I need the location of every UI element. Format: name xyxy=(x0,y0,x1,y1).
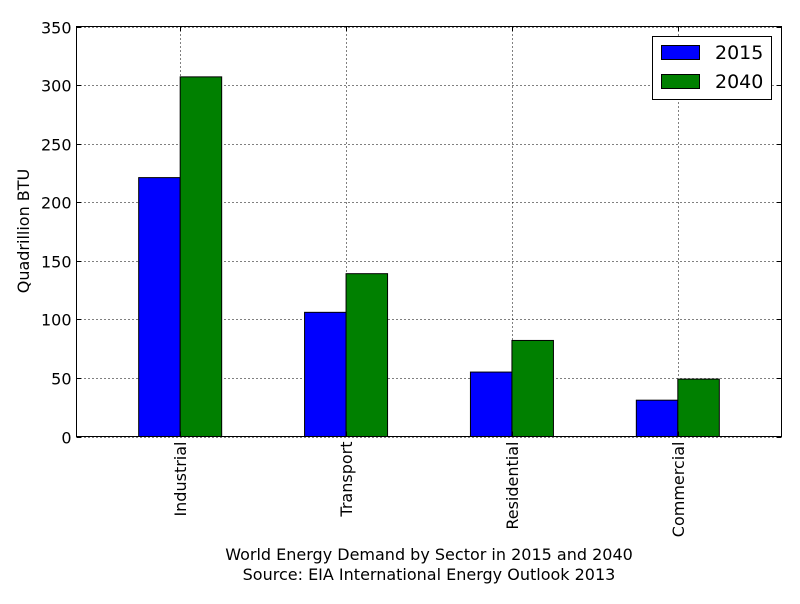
legend-label-2040: 2040 xyxy=(715,71,763,93)
y-tick-label: 100 xyxy=(41,311,72,330)
y-tick-label: 200 xyxy=(41,194,72,213)
x-tick-label: Transport xyxy=(337,442,356,518)
legend: 2015 2040 xyxy=(652,36,772,100)
bars xyxy=(138,76,720,438)
y-tick-label: 350 xyxy=(41,19,72,38)
bar-2040-transport xyxy=(345,273,389,437)
bar-2015-transport xyxy=(304,311,347,438)
bar-2040-industrial xyxy=(179,76,223,437)
legend-label-2015: 2015 xyxy=(715,42,763,64)
y-tick-label: 0 xyxy=(61,429,71,448)
x-tick-label: Industrial xyxy=(171,442,190,517)
y-tick-label: 250 xyxy=(41,136,72,155)
bar-2040-commercial xyxy=(677,378,720,438)
y-axis-label: Quadrillion BTU xyxy=(14,169,33,294)
x-axis-label-line-2: Source: EIA International Energy Outlook… xyxy=(243,565,616,584)
legend-swatch-2015 xyxy=(661,45,700,60)
bar-2040-residential xyxy=(511,339,554,438)
y-tick-label: 300 xyxy=(41,77,72,96)
y-tick-label: 50 xyxy=(51,370,71,389)
legend-swatch-2040 xyxy=(661,74,700,89)
bar-2015-commercial xyxy=(635,399,679,437)
x-tick-label: Residential xyxy=(503,442,522,530)
x-axis-label-line-1: World Energy Demand by Sector in 2015 an… xyxy=(225,545,633,564)
bar-2015-industrial xyxy=(138,177,181,437)
x-tick-label: Commercial xyxy=(669,442,688,538)
axis-ticks: 0 50 100 150 200 250 300 350 Industrial Transport… xyxy=(41,19,782,538)
y-tick-label: 150 xyxy=(41,253,72,272)
plot-frame xyxy=(76,26,782,437)
bar-2015-residential xyxy=(469,371,513,438)
